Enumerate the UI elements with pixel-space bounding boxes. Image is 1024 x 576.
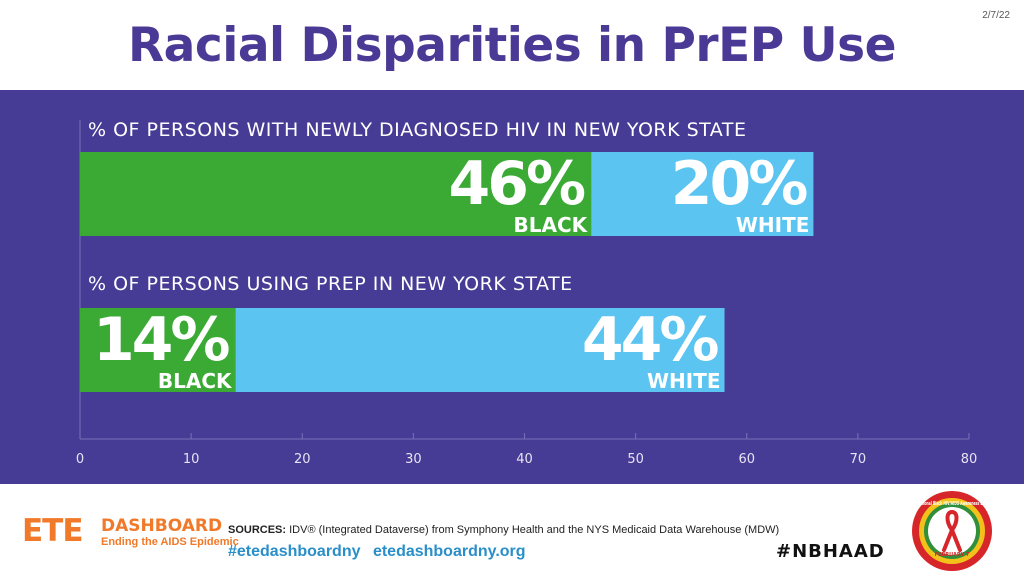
sources-label: SOURCES:: [228, 524, 287, 536]
footer-links: #etedashboardny etedashboardny.org: [228, 543, 534, 561]
logo-sub: DASHBOARD: [101, 516, 223, 536]
x-tick-label: 30: [405, 452, 422, 467]
logo-tagline: Ending the AIDS Epidemic: [101, 536, 239, 548]
row-caption: % OF PERSONS WITH NEWLY DIAGNOSED HIV IN…: [88, 119, 746, 141]
slide-title: Racial Disparities in PrEP Use: [127, 18, 897, 73]
bar-segment-white: [591, 152, 814, 236]
footer: ETE DASHBOARD Ending the AIDS Epidemic S…: [0, 484, 1024, 576]
x-tick-label: 0: [76, 452, 84, 467]
x-tick-label: 50: [627, 452, 644, 467]
chart-svg: 0 10 20 30 40 50 60 70 80 % OF PERSONS WITH NEWLY…: [76, 119, 978, 467]
bar-value-label: 14%: [93, 305, 229, 375]
x-tick-label: 20: [294, 452, 311, 467]
badge-label: National Black HIV/AIDS Awareness Day: [917, 501, 987, 507]
x-tick-label: 60: [738, 452, 755, 467]
nbhaad-badge: FEBRUARY 7 National Black HIV/AIDS Aware…: [912, 491, 992, 571]
bar-series-label: BLACK: [514, 213, 589, 237]
bar-segment-white: [235, 308, 725, 392]
bar-value-label: 44%: [582, 305, 718, 375]
logo-main: ETE: [22, 513, 83, 549]
row-caption: % OF PERSONS USING PREP IN NEW YORK STAT…: [88, 273, 573, 295]
badge-date: FEBRUARY 7: [935, 552, 970, 558]
ete-dashboard-logo[interactable]: ETE DASHBOARD Ending the AIDS Epidemic: [22, 513, 239, 549]
nbhaad-hashtag: #NBHAAD: [776, 541, 885, 562]
slide-date: 2/7/22: [982, 10, 1010, 21]
bar-segment-black: [80, 308, 236, 392]
bar-segment-black: [80, 152, 592, 236]
x-tick-label: 70: [850, 452, 867, 467]
x-tick-label: 10: [183, 452, 200, 467]
chart-panel: 0 10 20 30 40 50 60 70 80 % OF PERSONS WITH NEWLY…: [0, 90, 1024, 484]
bar-value-label: 46%: [449, 149, 585, 219]
red-ribbon-icon: [942, 509, 962, 552]
sources-detail: IDV® (Integrated Dataverse) from Symphon…: [289, 524, 780, 536]
bar-value-label: 20%: [671, 149, 807, 219]
hashtag-link[interactable]: #etedashboardny: [228, 543, 361, 560]
bar-series-label: WHITE: [647, 369, 721, 393]
sources-text: SOURCES: IDV® (Integrated Dataverse) fro…: [228, 524, 779, 536]
x-tick-label: 80: [961, 452, 978, 467]
site-link[interactable]: etedashboardny.org: [372, 543, 526, 560]
bar-series-label: WHITE: [736, 213, 810, 237]
x-tick-label: 40: [516, 452, 533, 467]
bar-series-label: BLACK: [158, 369, 233, 393]
